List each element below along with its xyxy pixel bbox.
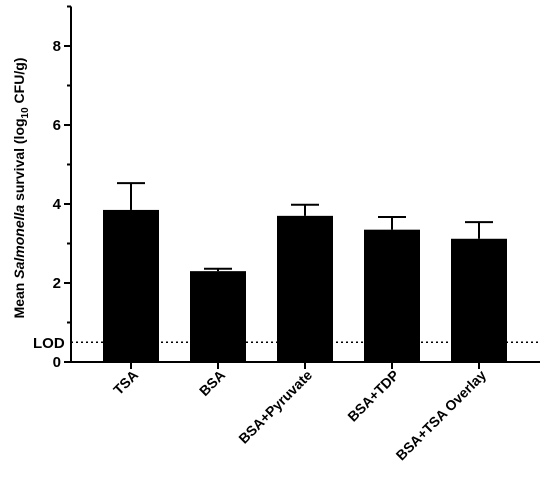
y-tick-label: 2 — [53, 275, 61, 292]
y-tick-label: 8 — [53, 38, 61, 55]
bar — [451, 238, 507, 362]
x-tick-label: BSA+Pyruvate — [235, 367, 315, 447]
y-axis-label: Mean Salmonella survival (log10 CFU/g) — [11, 58, 31, 319]
bar — [190, 271, 246, 362]
x-tick-label: BSA+TSA Overlay — [393, 367, 490, 464]
x-tick-label: TSA — [110, 367, 141, 398]
bar — [103, 209, 159, 362]
y-tick-label: 0 — [53, 354, 61, 371]
bar — [277, 215, 333, 362]
y-tick-label: 6 — [53, 117, 61, 134]
y-tick-label: 4 — [53, 196, 62, 213]
lod-label: LOD — [33, 335, 65, 352]
bar — [364, 229, 420, 362]
x-tick-label: BSA — [196, 367, 228, 399]
x-tick-label: BSA+TDP — [344, 367, 402, 425]
